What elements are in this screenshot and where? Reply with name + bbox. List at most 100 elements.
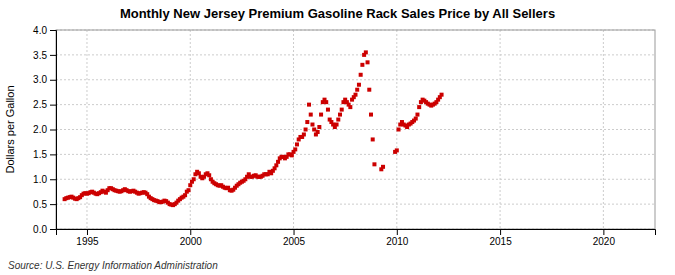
y-axis-line bbox=[50, 31, 57, 230]
y-tick-mark bbox=[50, 130, 56, 131]
x-tick-label: 2010 bbox=[386, 236, 409, 247]
x-tick-label: 1995 bbox=[76, 236, 99, 247]
point bbox=[183, 193, 187, 197]
point bbox=[357, 83, 361, 87]
y-tick: 1.0 bbox=[33, 174, 56, 185]
point bbox=[188, 183, 192, 187]
point bbox=[305, 120, 309, 124]
x-tick-label: 2005 bbox=[283, 236, 306, 247]
y-tick-mark bbox=[50, 105, 56, 106]
point bbox=[197, 171, 201, 175]
y-tick-mark bbox=[50, 55, 56, 56]
y-tick-label: 2.5 bbox=[33, 99, 47, 110]
y-tick-mark bbox=[50, 30, 56, 31]
y-tick-mark bbox=[50, 204, 56, 205]
grid bbox=[56, 30, 655, 229]
x-tick-mark bbox=[500, 229, 501, 235]
x-tick-label: 2015 bbox=[489, 236, 512, 247]
y-tick-label: 4.0 bbox=[33, 25, 47, 36]
y-tick: 2.5 bbox=[33, 99, 56, 110]
y-tick-label: 1.5 bbox=[33, 149, 47, 160]
y-tick-label: 0.0 bbox=[33, 224, 47, 235]
grid-line-x bbox=[293, 30, 294, 229]
point bbox=[414, 117, 418, 121]
x-tick-label: 2000 bbox=[180, 236, 203, 247]
grid-line-y bbox=[56, 179, 655, 180]
point bbox=[307, 103, 311, 107]
y-axis: 0.0 0.5 1.0 1.5 2.0 2.5 3.0 3.5 4.0 bbox=[33, 25, 56, 235]
y-tick: 3.5 bbox=[33, 50, 56, 61]
plot-frame bbox=[56, 30, 655, 229]
grid-line-y bbox=[56, 79, 655, 80]
y-tick-label: 3.0 bbox=[33, 74, 47, 85]
point bbox=[290, 153, 294, 157]
chart: 1995 2000 2005 2010 2015 2020 0.0 0.5 1.0 1.5 2.0 2… bbox=[0, 0, 675, 275]
grid-line-y bbox=[56, 154, 655, 155]
point bbox=[317, 125, 321, 129]
point bbox=[367, 88, 371, 92]
point bbox=[336, 118, 340, 122]
point bbox=[207, 173, 211, 177]
y-tick-mark bbox=[50, 154, 56, 155]
point bbox=[354, 93, 358, 97]
point bbox=[274, 163, 278, 167]
grid-line-x bbox=[86, 30, 87, 229]
y-tick-mark bbox=[50, 80, 56, 81]
point bbox=[295, 142, 299, 146]
x-tick-mark bbox=[603, 229, 604, 235]
point bbox=[302, 132, 306, 136]
point bbox=[364, 50, 368, 54]
grid-line-x bbox=[190, 30, 191, 229]
point bbox=[309, 113, 313, 117]
x-axis-line bbox=[57, 230, 656, 236]
point bbox=[359, 73, 363, 77]
y-tick-label: 1.0 bbox=[33, 174, 47, 185]
y-tick-mark bbox=[50, 229, 56, 230]
point bbox=[192, 177, 196, 181]
point bbox=[355, 88, 359, 92]
x-tick-mark bbox=[294, 229, 295, 235]
point bbox=[397, 128, 401, 132]
x-tick-mark bbox=[397, 229, 398, 235]
x-tick-mark bbox=[87, 229, 88, 235]
y-tick-label: 0.5 bbox=[33, 199, 47, 210]
y-tick-label: 2.0 bbox=[33, 124, 47, 135]
point bbox=[316, 130, 320, 134]
point bbox=[369, 113, 373, 117]
y-axis-title: Dollars per Gallon bbox=[4, 85, 16, 173]
point bbox=[276, 160, 280, 164]
point bbox=[381, 165, 385, 169]
x-tick-label: 2020 bbox=[593, 236, 616, 247]
point bbox=[340, 108, 344, 112]
point bbox=[335, 123, 339, 127]
title: Monthly New Jersey Premium Gasoline Rack… bbox=[120, 6, 555, 21]
point bbox=[338, 113, 342, 117]
point bbox=[312, 128, 316, 132]
y-tick-mark bbox=[50, 179, 56, 180]
point bbox=[319, 113, 323, 117]
point bbox=[417, 105, 421, 109]
point bbox=[366, 60, 370, 64]
source-note: Source: U.S. Energy Information Administ… bbox=[8, 260, 218, 271]
point bbox=[326, 108, 330, 112]
y-tick-label: 3.5 bbox=[33, 50, 47, 61]
grid-line-x bbox=[603, 30, 604, 229]
y-tick: 2.0 bbox=[33, 124, 56, 135]
point bbox=[415, 113, 419, 117]
point bbox=[304, 128, 308, 132]
point bbox=[348, 105, 352, 109]
point bbox=[293, 147, 297, 151]
points bbox=[63, 50, 444, 207]
y-tick: 0.0 bbox=[33, 224, 56, 235]
grid-line-y bbox=[56, 54, 655, 55]
point bbox=[187, 188, 191, 192]
grid-line-y bbox=[56, 129, 655, 130]
point bbox=[371, 137, 375, 141]
x-axis: 1995 2000 2005 2010 2015 2020 bbox=[57, 229, 656, 247]
grid-line-x bbox=[500, 30, 501, 229]
y-tick: 0.5 bbox=[33, 199, 56, 210]
x-tick: 2005 bbox=[283, 229, 306, 247]
grid-line-y bbox=[56, 104, 655, 105]
x-tick: 2010 bbox=[386, 229, 409, 247]
point bbox=[324, 100, 328, 104]
